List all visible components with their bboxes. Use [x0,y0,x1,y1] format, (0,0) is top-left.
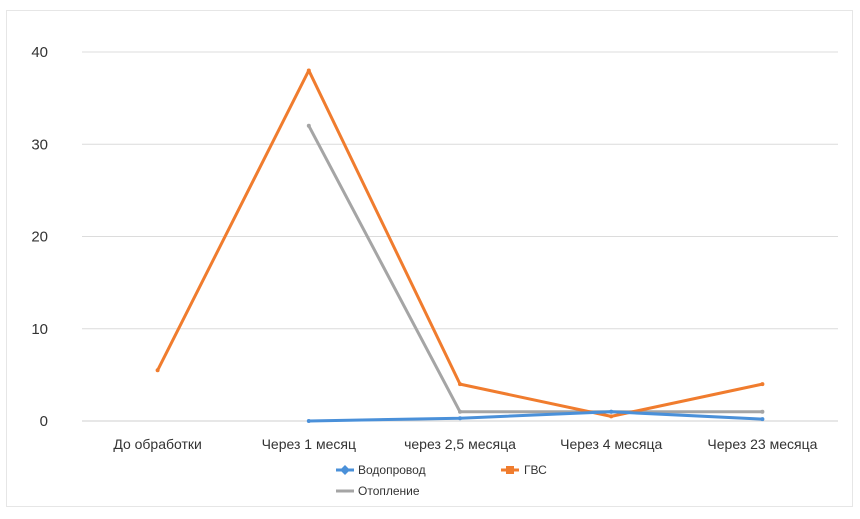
y-tick-label: 0 [40,413,48,430]
y-tick-label: 40 [31,44,48,61]
legend-item: Водопровод [336,463,426,477]
series-1 [155,68,765,419]
series-lines [155,68,765,423]
data-point [760,417,765,422]
y-tick-label: 10 [31,321,48,338]
legend-marker-diamond [340,465,350,475]
data-point [609,414,614,419]
legend-item: Отопление [336,484,420,498]
data-point [760,409,765,414]
y-axis-ticks: 0 10 20 30 40 [31,44,48,430]
chart-border [6,10,853,507]
legend-item: ГВС [501,463,547,477]
data-point [155,368,160,373]
data-point [306,419,311,423]
series-line [307,410,764,423]
data-point [458,382,462,387]
x-tick-label: До обработки [113,436,202,452]
legend-label: ГВС [524,463,547,477]
x-tick-label: Через 4 месяца [560,436,662,452]
gridlines [82,51,838,422]
series-0 [306,409,765,423]
x-tick-label: через 2,5 месяца [404,436,516,452]
legend-marker-square [506,466,514,474]
data-point [306,68,311,73]
legend-label: Водопровод [358,463,426,477]
x-axis-ticks: До обработки Через 1 месяц через 2,5 месяц… [113,436,817,452]
x-tick-label: Через 23 месяца [707,436,817,452]
data-point [760,382,765,387]
data-point [306,123,311,128]
legend: Водопровод ГВС Отопление [336,463,547,498]
data-point [458,409,462,414]
x-tick-label: Через 1 месяц [262,436,356,452]
data-point [458,416,462,421]
data-point [609,409,614,414]
y-tick-label: 30 [31,136,48,153]
y-tick-label: 20 [31,229,48,246]
legend-marker-dash [341,489,349,493]
series-line [307,124,764,414]
legend-label: Отопление [358,484,420,498]
